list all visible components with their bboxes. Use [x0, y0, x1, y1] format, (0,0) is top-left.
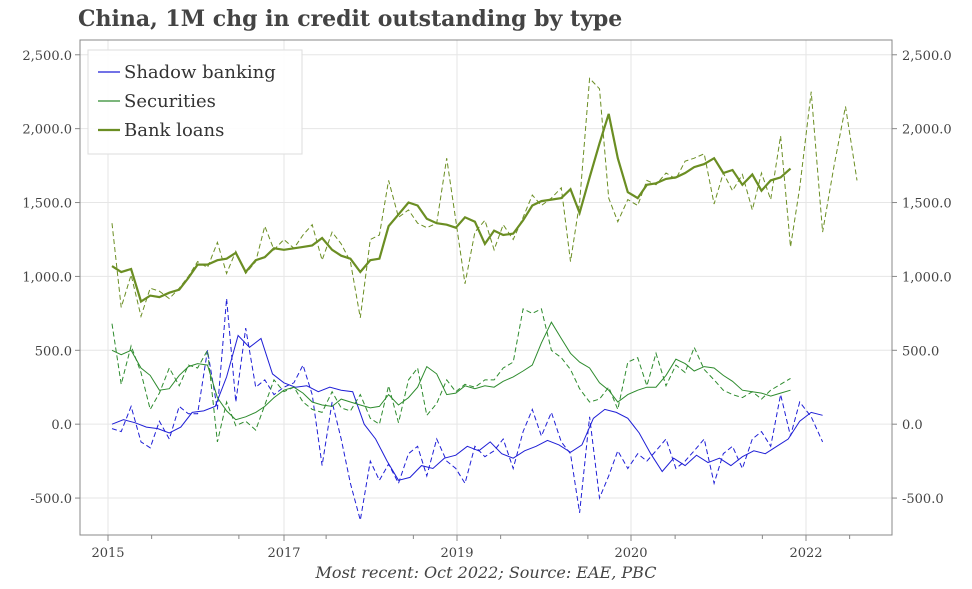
x-tick-label: 2020 [614, 546, 647, 561]
series-0-solid-line [111, 334, 823, 481]
y-tick-label-left: 2,500.0 [22, 49, 72, 64]
y-tick-label-right: 500.0 [902, 344, 939, 359]
y-axis-left: 2,500.0 2,000.0 1,500.0 1,000.0 500.0 0.0 -500… [22, 49, 80, 507]
y-tick-label-right: 1,500.0 [902, 197, 952, 212]
legend: Shadow banking Securities Bank loans [87, 49, 303, 155]
y-tick-label-left: 1,500.0 [22, 197, 72, 212]
y-axis-right: 2,500.0 2,000.0 1,500.0 1,000.0 500.0 0.0 -500… [892, 49, 952, 507]
series-0-dashed-line [111, 298, 824, 521]
x-axis: 2015 2017 2019 2020 2022 [91, 535, 851, 561]
y-tick-label-left: -500.0 [30, 492, 72, 507]
y-tick-label-right: 1,000.0 [902, 270, 952, 285]
y-tick-label-right: 0.0 [902, 418, 923, 433]
y-tick-label-left: 0.0 [51, 418, 72, 433]
x-tick-label: 2015 [91, 546, 124, 561]
y-tick-label-right: 2,000.0 [902, 123, 952, 138]
legend-label-1: Securities [124, 91, 216, 112]
y-tick-label-right: 2,500.0 [902, 49, 952, 64]
legend-label-0: Shadow banking [124, 62, 276, 83]
y-tick-label-left: 2,000.0 [22, 123, 72, 138]
series-1-solid-line [111, 321, 791, 421]
x-tick-label: 2017 [267, 546, 300, 561]
y-tick-label-left: 1,000.0 [22, 270, 72, 285]
chart-title: China, 1M chg in credit outstanding by t… [78, 6, 623, 32]
x-tick-label: 2022 [789, 546, 822, 561]
legend-label-2: Bank loans [124, 120, 224, 141]
legend-box [87, 49, 303, 155]
series-1-dashed-line [111, 308, 791, 443]
x-tick-label: 2019 [440, 546, 473, 561]
series-2-dashed-line [111, 77, 858, 319]
plot-frame [79, 39, 893, 536]
y-tick-label-left: 500.0 [35, 344, 72, 359]
series-2-solid-line [111, 113, 792, 304]
chart-caption: Most recent: Oct 2022; Source: EAE, PBC [315, 563, 657, 582]
y-tick-label-right: -500.0 [902, 492, 944, 507]
series-layer [111, 77, 858, 521]
